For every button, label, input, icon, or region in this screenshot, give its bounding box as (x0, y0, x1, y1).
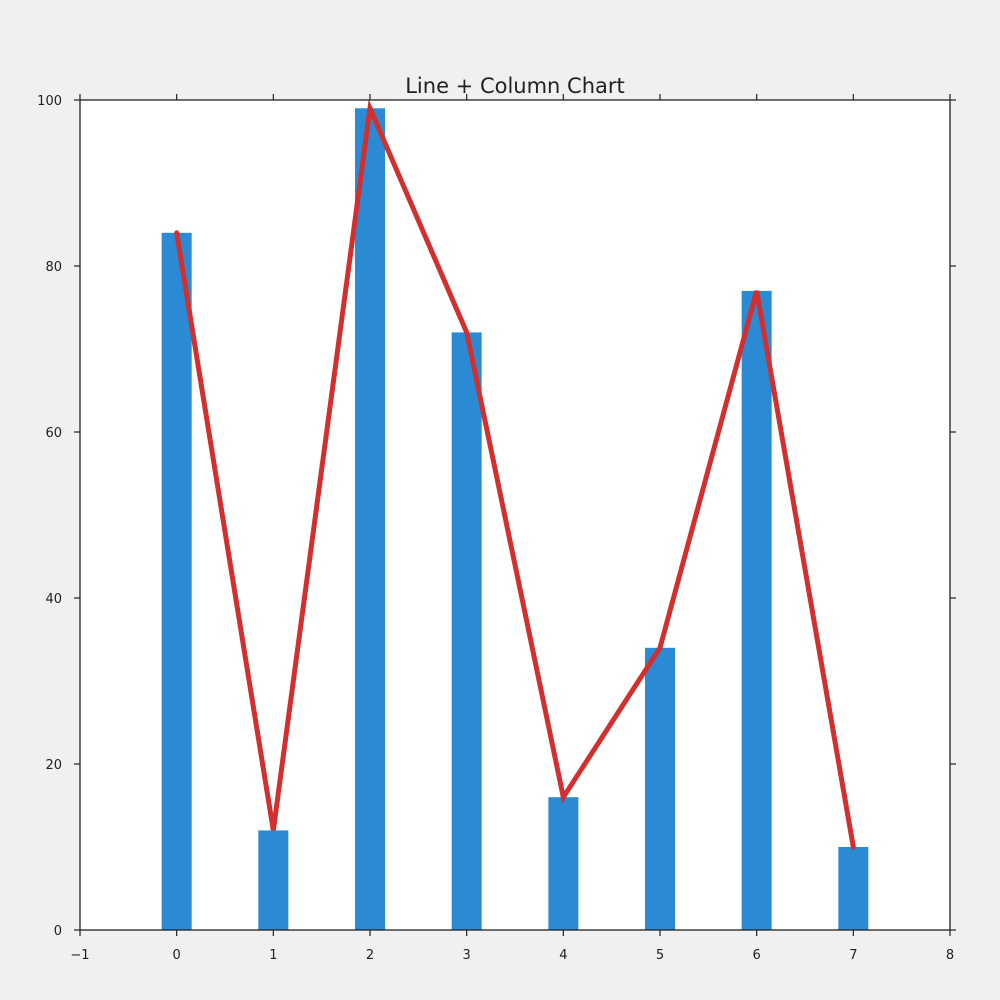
x-tick-label: 3 (463, 948, 471, 963)
bar-5 (645, 647, 675, 930)
line-series (174, 99, 856, 850)
line-path (174, 99, 856, 850)
x-tick-label: 7 (849, 948, 857, 963)
x-axis: −1 0 1 2 3 4 5 6 7 8 (70, 94, 954, 963)
plot-area (80, 100, 950, 930)
x-tick-label: −1 (70, 948, 89, 963)
y-tick-label: 60 (45, 426, 62, 441)
x-tick-label: 8 (946, 948, 954, 963)
plot-frame (79, 99, 951, 931)
x-tick-label: 2 (366, 948, 374, 963)
y-tick-label: 80 (45, 260, 62, 275)
y-tick-label: 40 (45, 592, 62, 607)
bar-0 (161, 232, 192, 931)
y-tick-label: 20 (45, 758, 62, 773)
x-tick-label: 0 (173, 948, 181, 963)
bar-1 (258, 830, 289, 930)
x-tick-label: 5 (656, 948, 664, 963)
y-axis: 0 20 40 60 80 100 (37, 94, 956, 939)
chart-title: Line + Column Chart (405, 74, 625, 98)
y-tick-label: 0 (54, 924, 62, 939)
x-tick-label: 4 (559, 948, 567, 963)
bar-2 (355, 108, 385, 931)
bar-4 (548, 797, 579, 930)
x-tick-label: 1 (269, 948, 277, 963)
bar-3 (451, 332, 482, 930)
bar-6 (741, 290, 772, 930)
y-tick-label: 100 (37, 94, 62, 109)
bar-series (161, 108, 869, 931)
x-tick-label: 6 (753, 948, 761, 963)
bar-7 (838, 847, 869, 930)
